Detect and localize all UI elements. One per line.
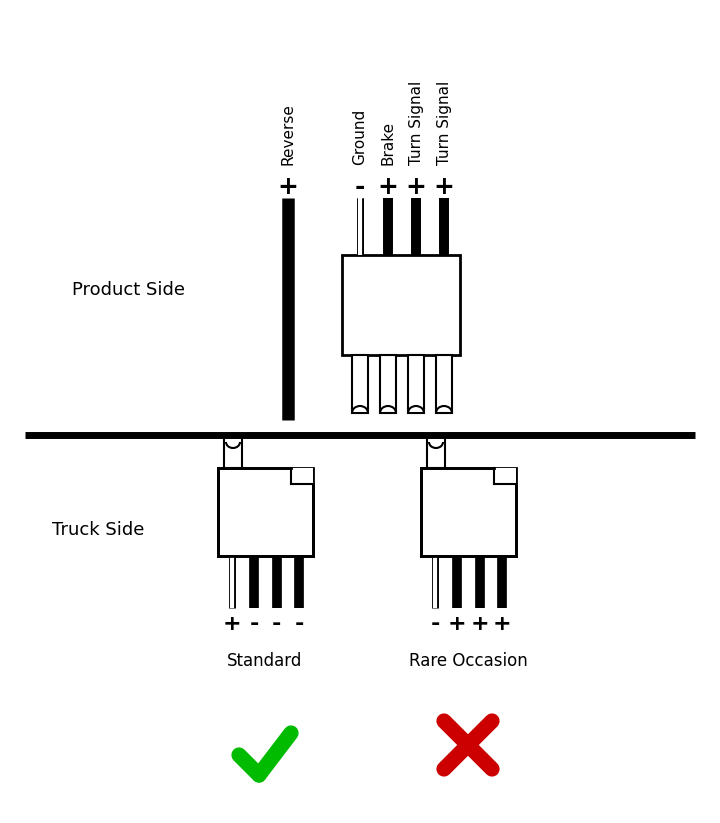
Text: Rare Occasion: Rare Occasion bbox=[409, 652, 527, 670]
Bar bbox=[494, 468, 516, 484]
Text: Turn Signal: Turn Signal bbox=[436, 81, 451, 165]
Text: -: - bbox=[250, 614, 259, 634]
Text: Product Side: Product Side bbox=[72, 281, 185, 299]
Text: -: - bbox=[272, 614, 282, 634]
Bar bbox=[218, 468, 313, 556]
Text: Ground: Ground bbox=[353, 109, 367, 165]
Bar bbox=[342, 255, 460, 355]
Text: Brake: Brake bbox=[380, 121, 395, 165]
Text: -: - bbox=[431, 614, 440, 634]
Text: +: + bbox=[377, 175, 398, 199]
Bar bbox=[421, 468, 516, 556]
Bar bbox=[224, 436, 242, 468]
Text: +: + bbox=[470, 614, 489, 634]
Text: -: - bbox=[294, 614, 304, 634]
Text: -: - bbox=[355, 175, 365, 199]
Bar bbox=[408, 355, 424, 413]
Text: +: + bbox=[448, 614, 467, 634]
Text: +: + bbox=[278, 175, 298, 199]
Text: Truck Side: Truck Side bbox=[52, 521, 145, 539]
Bar bbox=[380, 355, 396, 413]
Text: Reverse: Reverse bbox=[281, 103, 295, 165]
Text: +: + bbox=[492, 614, 511, 634]
Text: +: + bbox=[405, 175, 426, 199]
Bar bbox=[291, 468, 313, 484]
Bar bbox=[427, 436, 445, 468]
Text: +: + bbox=[433, 175, 454, 199]
Text: Standard: Standard bbox=[228, 652, 302, 670]
Bar bbox=[352, 355, 368, 413]
Text: Turn Signal: Turn Signal bbox=[408, 81, 423, 165]
Bar bbox=[436, 355, 452, 413]
Text: +: + bbox=[222, 614, 241, 634]
